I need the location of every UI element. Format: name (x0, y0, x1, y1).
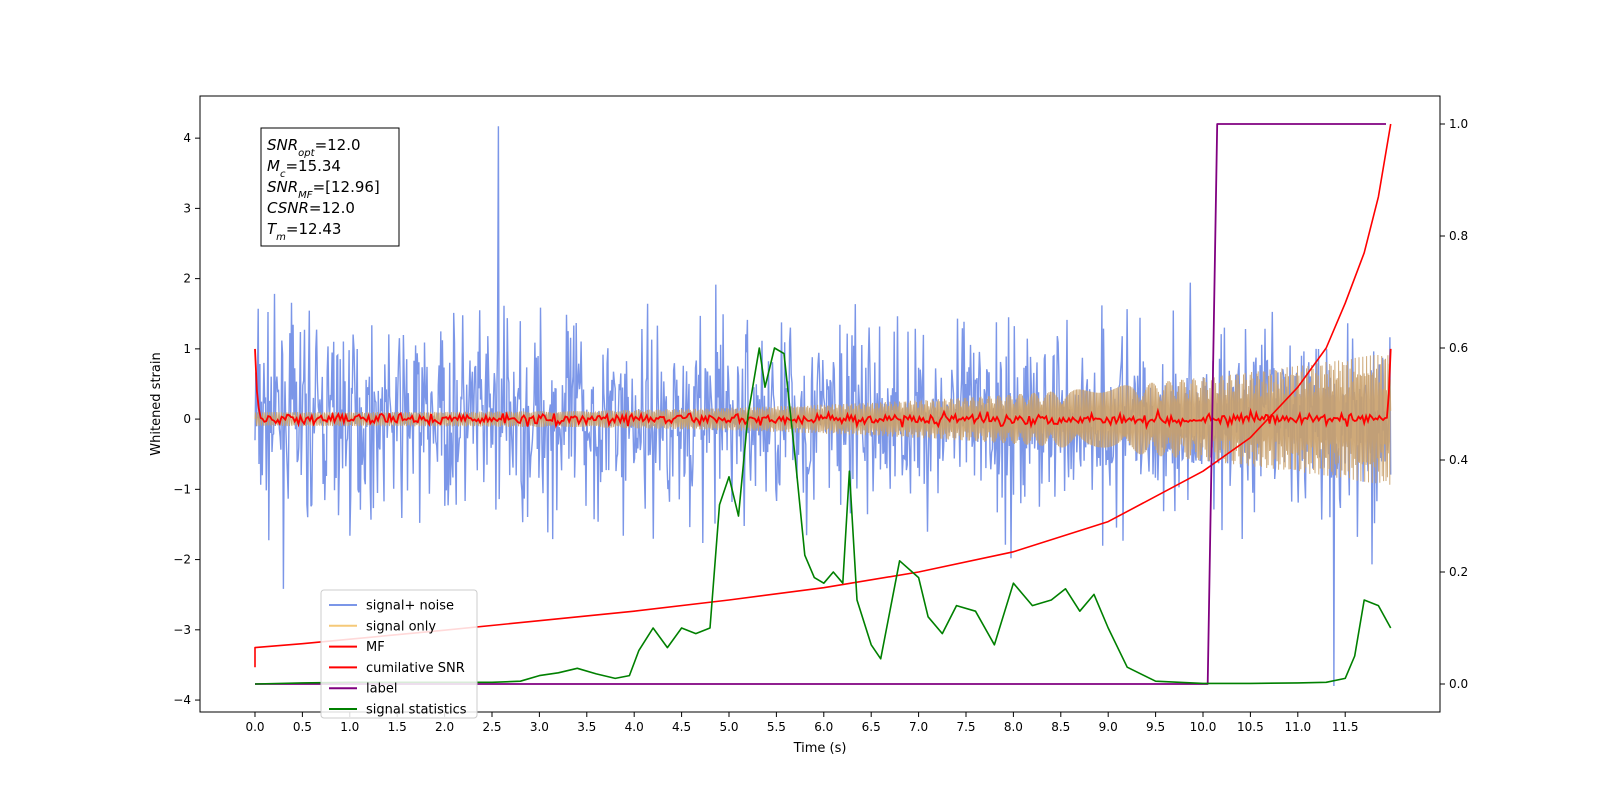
x-tick-label: 8.5 (1051, 720, 1070, 734)
annotation-frame (260, 127, 400, 247)
x-tick-label: 6.5 (862, 720, 881, 734)
x-tick-label: 2.5 (482, 720, 501, 734)
x-tick-label: 0.5 (293, 720, 312, 734)
x-tick-label: 1.5 (388, 720, 407, 734)
x-tick-label: 8.0 (1004, 720, 1023, 734)
y-tick-label: 1 (183, 342, 191, 356)
x-tick-label: 11.0 (1284, 720, 1311, 734)
x-tick-label: 3.5 (577, 720, 596, 734)
legend-label: signal statistics (366, 703, 467, 718)
annotation-line: Mc=15.34 (267, 157, 341, 180)
y-tick-label: 3 (183, 201, 191, 215)
annotation-line: CSNR=12.0 (267, 199, 355, 217)
right-y-axis-ticks: 0.0 0.2 0.4 0.6 0.8 1.0 (1440, 117, 1468, 691)
y-axis-ticks: −4 −3 −2 −1 0 1 2 3 4 (173, 131, 200, 707)
y-tick-label: 4 (183, 131, 191, 145)
x-axis-title: Time (s) (793, 741, 847, 756)
y-tick-label: 2 (183, 272, 191, 286)
series-signal-statistics-line (254, 347, 1392, 685)
right-y-tick-label: 0.0 (1449, 677, 1468, 691)
annotation-line: Tm=12.43 (267, 220, 341, 243)
legend-frame (320, 589, 478, 719)
annotation-line: SNRMF=[12.96] (267, 178, 380, 201)
right-y-tick-label: 0.4 (1449, 453, 1468, 467)
series-mf-line (254, 348, 1392, 431)
x-tick-label: 0.0 (245, 720, 264, 734)
x-tick-label: 6.0 (814, 720, 833, 734)
y-tick-label: −3 (173, 623, 191, 637)
legend-label: cumilative SNR (366, 661, 465, 676)
right-y-tick-label: 1.0 (1449, 117, 1468, 131)
x-tick-label: 3.0 (530, 720, 549, 734)
legend-label: MF (366, 640, 385, 655)
series-label-line (255, 123, 1386, 685)
x-tick-label: 7.0 (909, 720, 928, 734)
right-y-tick-label: 0.2 (1449, 565, 1468, 579)
x-tick-label: 5.0 (719, 720, 738, 734)
x-tick-label: 1.0 (340, 720, 359, 734)
y-tick-label: −2 (173, 553, 191, 567)
x-tick-label: 9.0 (1099, 720, 1118, 734)
y-axis-title: Whitened strain (149, 352, 164, 455)
x-tick-label: 4.5 (672, 720, 691, 734)
legend-label: label (366, 682, 397, 697)
x-tick-label: 4.0 (625, 720, 644, 734)
series-signal-noise-line (254, 126, 1392, 687)
y-tick-label: −4 (173, 693, 191, 707)
stats-annotation-box: SNRopt=12.0Mc=15.34SNRMF=[12.96]CSNR=12.… (260, 127, 400, 247)
x-tick-label: 10.5 (1237, 720, 1264, 734)
right-y-tick-label: 0.8 (1449, 229, 1468, 243)
series-signal-only-line (254, 354, 1392, 485)
x-axis-ticks: 0.0 0.5 1.0 1.5 2.0 2.5 3.0 3.5 4.0 4.5 5.0 5.5 6.0 6… (245, 712, 1359, 734)
y-tick-label: 0 (183, 412, 191, 426)
legend-label: signal+ noise (366, 599, 454, 614)
right-y-tick-label: 0.6 (1449, 341, 1468, 355)
x-tick-label: 5.5 (767, 720, 786, 734)
annotation-line: SNRopt=12.0 (267, 136, 361, 159)
plot-frame (199, 95, 1441, 713)
x-tick-label: 9.5 (1146, 720, 1165, 734)
legend-label: signal only (366, 619, 436, 634)
x-tick-label: 10.0 (1190, 720, 1217, 734)
legend: signal+ noise signal only MF cumilative SNR… (320, 589, 478, 719)
x-tick-label: 7.5 (956, 720, 975, 734)
x-tick-label: 2.0 (435, 720, 454, 734)
x-tick-label: 11.5 (1332, 720, 1359, 734)
y-tick-label: −1 (173, 482, 191, 496)
